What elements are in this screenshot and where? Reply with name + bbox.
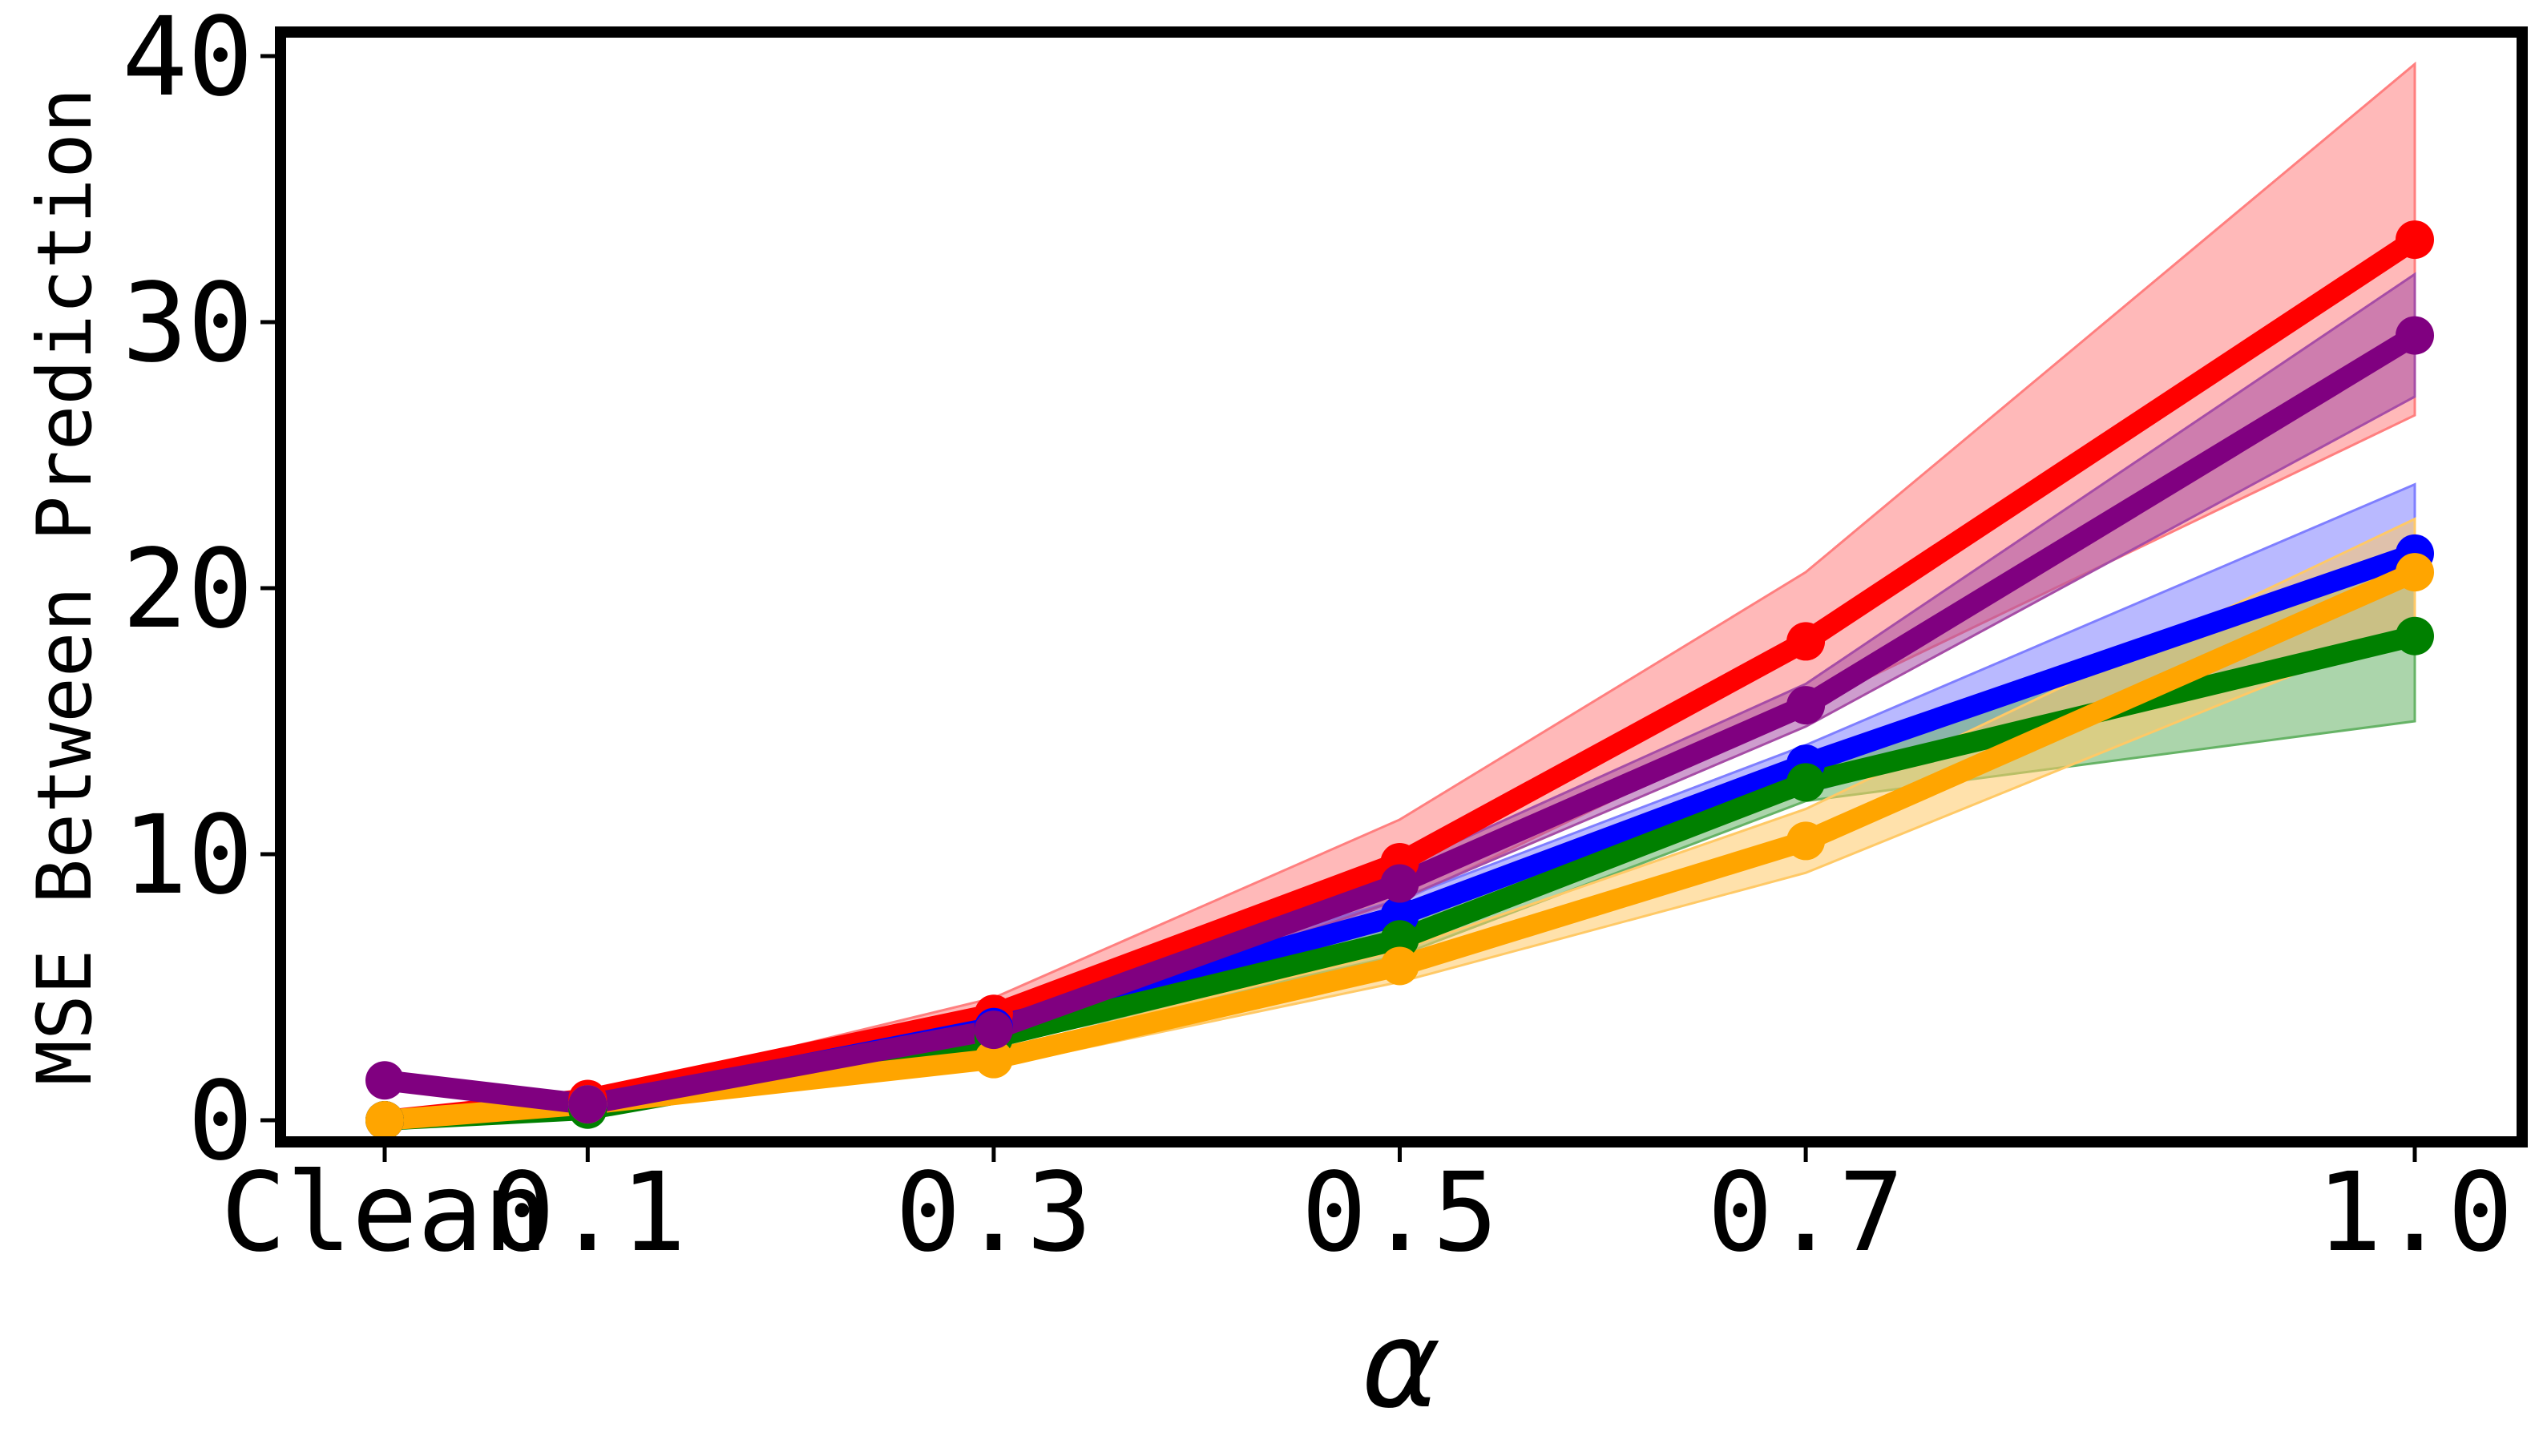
series-4-point-1 bbox=[568, 1085, 607, 1124]
series-3-point-4 bbox=[1786, 821, 1826, 861]
y-tick-label-3: 30 bbox=[122, 260, 253, 387]
series-lines bbox=[374, 229, 2425, 1131]
series-2-point-3 bbox=[1380, 920, 1419, 959]
series-4-point-4 bbox=[1786, 686, 1826, 725]
series-4-point-3 bbox=[1380, 864, 1419, 903]
series-4-line bbox=[374, 325, 2425, 1115]
series-3-point-0 bbox=[365, 1101, 404, 1139]
series-4-point-5 bbox=[2396, 316, 2434, 355]
series-points bbox=[365, 220, 2434, 1139]
x-tick-label-0: Clean bbox=[220, 1150, 548, 1277]
plot-frame bbox=[275, 26, 2528, 1147]
y-tick-label-4: 40 bbox=[122, 0, 253, 121]
series-4-point-2 bbox=[974, 1010, 1013, 1050]
series-4-point-0 bbox=[365, 1061, 404, 1100]
series-2-point-4 bbox=[1786, 763, 1826, 802]
series-2-point-5 bbox=[2396, 616, 2434, 655]
y-tick-label-2: 20 bbox=[122, 526, 253, 653]
x-axis-label: α bbox=[1362, 1296, 1441, 1435]
y-tick-label-0: 0 bbox=[188, 1059, 253, 1185]
series-3-point-3 bbox=[1380, 946, 1419, 986]
series-3-point-2 bbox=[974, 1039, 1013, 1079]
series-3-point-5 bbox=[2396, 553, 2434, 592]
x-tick-label-2: 0.3 bbox=[895, 1150, 1092, 1277]
x-tick-label-1: 0.1 bbox=[489, 1150, 686, 1277]
series-1-band bbox=[384, 482, 2416, 1122]
x-tick-label-5: 1.0 bbox=[2316, 1150, 2513, 1277]
y-tick-label-1: 10 bbox=[122, 793, 253, 919]
series-0-point-4 bbox=[1786, 622, 1826, 661]
x-tick-label-3: 0.5 bbox=[1302, 1150, 1499, 1277]
y-axis-ticks: 0 10 20 30 40 bbox=[122, 0, 275, 1185]
y-axis-label: MSE Between Prediction bbox=[22, 87, 109, 1085]
series-0-point-5 bbox=[2396, 220, 2434, 260]
x-tick-label-4: 0.7 bbox=[1707, 1150, 1904, 1277]
